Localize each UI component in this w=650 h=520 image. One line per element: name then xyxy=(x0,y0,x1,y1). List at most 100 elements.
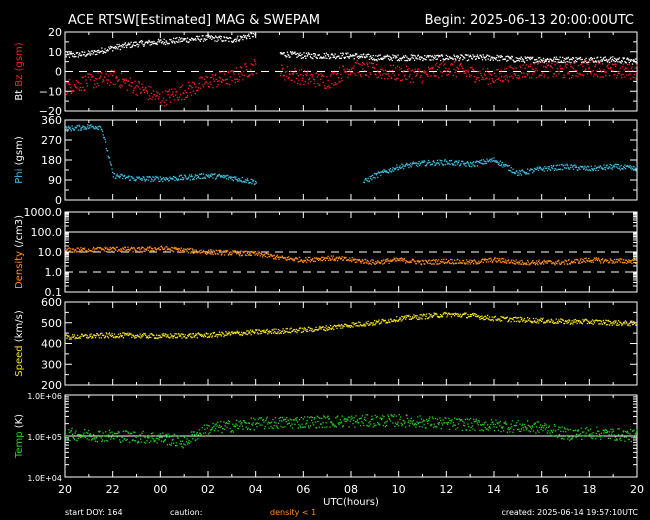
data-point xyxy=(473,56,475,58)
data-point xyxy=(136,176,138,178)
data-point xyxy=(590,72,592,74)
data-point xyxy=(469,161,472,164)
data-point xyxy=(152,43,154,45)
data-point xyxy=(438,162,440,164)
data-point xyxy=(255,251,257,253)
data-point xyxy=(313,55,315,57)
data-point xyxy=(331,327,334,329)
data-point xyxy=(134,249,137,251)
data-point xyxy=(401,319,404,321)
data-point xyxy=(116,77,118,79)
data-point xyxy=(515,316,517,319)
data-point xyxy=(475,58,477,60)
data-point xyxy=(457,258,459,260)
data-point xyxy=(384,170,386,172)
data-point xyxy=(631,262,633,265)
data-point xyxy=(298,260,300,263)
data-point xyxy=(494,316,496,318)
data-point xyxy=(166,436,168,438)
data-point xyxy=(201,251,203,253)
data-point xyxy=(68,247,71,249)
data-point xyxy=(415,162,417,164)
data-point xyxy=(437,54,439,56)
data-point xyxy=(205,35,207,37)
data-point xyxy=(324,330,327,332)
data-point xyxy=(427,260,430,262)
data-point xyxy=(193,82,195,84)
data-point xyxy=(416,58,418,60)
data-point xyxy=(358,71,360,73)
data-point xyxy=(234,332,236,334)
data-point xyxy=(636,62,638,64)
data-point xyxy=(554,61,556,63)
data-point xyxy=(333,72,336,74)
data-point xyxy=(480,72,482,75)
data-point xyxy=(161,104,163,106)
data-point xyxy=(372,54,374,57)
data-point xyxy=(625,321,627,323)
data-point xyxy=(235,41,237,43)
data-point xyxy=(600,59,603,61)
data-point xyxy=(235,331,237,333)
data-point xyxy=(618,324,620,326)
data-point xyxy=(434,164,437,166)
data-point xyxy=(202,35,204,37)
data-point xyxy=(596,258,598,261)
data-point xyxy=(241,176,243,179)
data-point xyxy=(169,96,171,98)
data-point xyxy=(133,179,135,181)
data-point xyxy=(456,66,458,68)
data-point xyxy=(545,262,547,264)
data-point xyxy=(351,322,353,324)
data-point xyxy=(147,246,149,248)
data-point xyxy=(399,260,401,262)
data-point xyxy=(518,262,521,264)
data-point xyxy=(606,60,608,62)
data-point xyxy=(375,63,378,66)
data-point xyxy=(103,136,105,139)
data-point xyxy=(70,92,72,95)
data-point xyxy=(153,176,155,179)
data-point xyxy=(154,439,156,441)
data-point xyxy=(535,68,537,70)
data-point xyxy=(178,39,180,41)
data-point xyxy=(252,74,254,76)
data-point xyxy=(140,438,142,440)
data-point xyxy=(630,59,632,61)
data-point xyxy=(591,259,593,262)
data-point xyxy=(524,56,526,58)
data-point xyxy=(326,328,328,330)
data-point xyxy=(433,75,435,77)
data-point xyxy=(435,58,437,60)
data-point xyxy=(374,263,376,265)
data-point xyxy=(156,176,158,179)
data-point xyxy=(361,259,364,261)
data-point xyxy=(180,247,182,249)
data-point xyxy=(211,173,213,175)
data-point xyxy=(172,247,174,249)
data-point xyxy=(243,251,245,253)
data-point xyxy=(240,334,242,336)
data-point xyxy=(104,435,106,438)
data-point xyxy=(110,164,113,166)
data-point xyxy=(234,331,236,334)
data-point xyxy=(157,248,160,250)
data-point xyxy=(525,173,527,175)
data-point xyxy=(133,44,135,47)
data-point xyxy=(515,259,517,261)
data-point xyxy=(532,317,535,320)
data-point xyxy=(403,70,405,72)
data-point xyxy=(399,318,402,320)
data-point xyxy=(435,313,437,315)
data-point xyxy=(253,332,256,335)
data-point xyxy=(187,87,189,90)
data-point xyxy=(185,248,187,250)
data-point xyxy=(282,328,284,330)
data-point xyxy=(314,329,317,331)
data-point xyxy=(142,89,144,91)
data-point xyxy=(509,65,512,67)
data-point xyxy=(496,257,498,260)
data-point xyxy=(289,328,291,330)
data-point xyxy=(230,431,232,433)
data-point xyxy=(339,325,341,327)
